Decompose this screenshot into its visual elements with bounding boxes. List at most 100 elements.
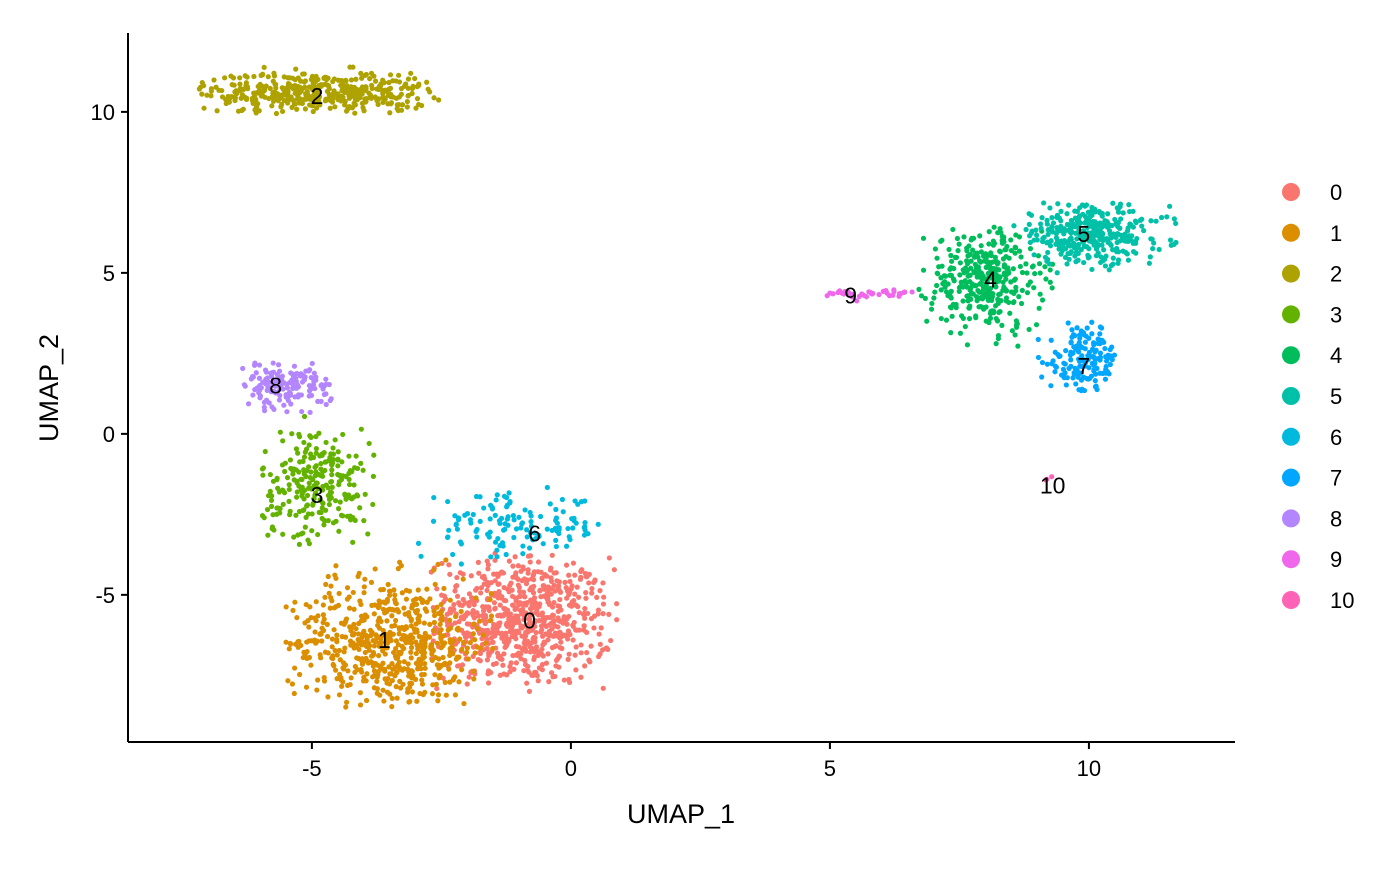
point-cluster-5 [1075, 250, 1081, 256]
point-cluster-2 [298, 88, 304, 94]
point-cluster-6 [506, 490, 512, 496]
point-cluster-0 [600, 685, 606, 691]
point-cluster-5 [1092, 209, 1098, 215]
point-cluster-9 [849, 294, 855, 300]
point-cluster-0 [561, 677, 567, 683]
point-cluster-1 [408, 616, 414, 622]
point-cluster-5 [1132, 218, 1139, 224]
point-cluster-1 [314, 687, 320, 693]
point-cluster-1 [356, 655, 362, 662]
point-cluster-0 [513, 628, 519, 634]
point-cluster-1 [431, 612, 438, 619]
point-cluster-0 [578, 574, 584, 580]
point-cluster-1 [453, 613, 459, 620]
point-cluster-0 [454, 574, 460, 581]
point-cluster-1 [302, 650, 309, 656]
point-cluster-3 [332, 498, 339, 504]
point-cluster-1 [387, 588, 393, 594]
point-cluster-8 [268, 374, 275, 380]
point-cluster-5 [1045, 231, 1051, 238]
point-cluster-2 [361, 108, 367, 114]
point-cluster-7 [1074, 325, 1080, 331]
point-cluster-8 [258, 385, 264, 391]
point-cluster-1 [355, 631, 362, 637]
point-cluster-2 [390, 78, 396, 84]
point-cluster-0 [447, 571, 453, 577]
point-cluster-3 [301, 413, 308, 420]
point-cluster-5 [1068, 236, 1074, 243]
point-cluster-1 [330, 653, 336, 659]
point-cluster-1 [422, 665, 428, 671]
point-cluster-0 [544, 614, 550, 621]
point-cluster-2 [270, 98, 277, 104]
point-cluster-0 [484, 645, 490, 651]
point-cluster-6 [450, 551, 456, 558]
point-cluster-1 [402, 611, 408, 617]
point-cluster-4 [976, 304, 982, 310]
point-cluster-6 [474, 534, 480, 540]
point-cluster-3 [280, 438, 286, 444]
point-cluster-5 [1171, 216, 1177, 222]
point-cluster-5 [1117, 204, 1123, 210]
point-cluster-1 [429, 644, 435, 650]
point-cluster-5 [1083, 244, 1090, 250]
point-cluster-1 [369, 653, 375, 659]
point-cluster-8 [310, 381, 317, 388]
point-cluster-5 [1126, 208, 1133, 215]
point-cluster-8 [311, 370, 317, 376]
point-cluster-3 [304, 502, 311, 508]
point-cluster-0 [516, 593, 522, 600]
point-cluster-0 [566, 651, 572, 657]
point-cluster-7 [1093, 383, 1099, 389]
point-cluster-3 [274, 475, 280, 481]
point-cluster-6 [527, 530, 534, 536]
point-cluster-0 [588, 643, 594, 649]
point-cluster-7 [1071, 371, 1077, 377]
point-cluster-2 [419, 102, 425, 109]
point-cluster-2 [263, 83, 269, 89]
point-cluster-1 [460, 639, 467, 646]
point-cluster-3 [335, 449, 341, 455]
point-cluster-5 [1076, 213, 1083, 219]
point-cluster-0 [537, 588, 543, 594]
point-cluster-1 [430, 628, 437, 634]
point-cluster-1 [387, 592, 393, 598]
point-cluster-0 [501, 651, 507, 657]
point-cluster-2 [315, 94, 321, 101]
point-cluster-0 [553, 633, 559, 639]
point-cluster-8 [294, 370, 300, 377]
point-cluster-3 [291, 534, 297, 540]
point-cluster-3 [293, 446, 300, 452]
point-cluster-4 [953, 305, 959, 311]
point-cluster-1 [363, 643, 370, 649]
point-cluster-4 [975, 287, 981, 294]
point-cluster-3 [300, 530, 306, 536]
point-cluster-4 [934, 270, 940, 276]
point-cluster-2 [274, 94, 280, 101]
point-cluster-1 [346, 605, 353, 611]
point-cluster-0 [470, 608, 476, 614]
point-cluster-8 [323, 376, 329, 382]
point-cluster-0 [452, 620, 458, 626]
point-cluster-8 [308, 392, 315, 399]
point-cluster-6 [559, 496, 566, 503]
point-cluster-7 [1039, 359, 1046, 366]
point-cluster-3 [308, 455, 314, 461]
point-cluster-3 [280, 531, 286, 537]
point-cluster-5 [1077, 205, 1083, 211]
point-cluster-8 [264, 387, 270, 393]
point-cluster-3 [274, 511, 280, 517]
point-cluster-8 [241, 382, 247, 388]
point-cluster-4 [964, 284, 970, 290]
point-cluster-2 [269, 103, 275, 109]
point-cluster-5 [1066, 256, 1072, 262]
point-cluster-5 [1069, 220, 1076, 226]
point-cluster-1 [434, 662, 440, 668]
point-cluster-1 [344, 596, 351, 602]
point-cluster-0 [566, 572, 572, 578]
point-cluster-1 [303, 684, 310, 690]
point-cluster-3 [296, 541, 303, 547]
point-cluster-1 [333, 667, 339, 673]
point-cluster-1 [353, 626, 359, 632]
point-cluster-2 [348, 77, 355, 83]
